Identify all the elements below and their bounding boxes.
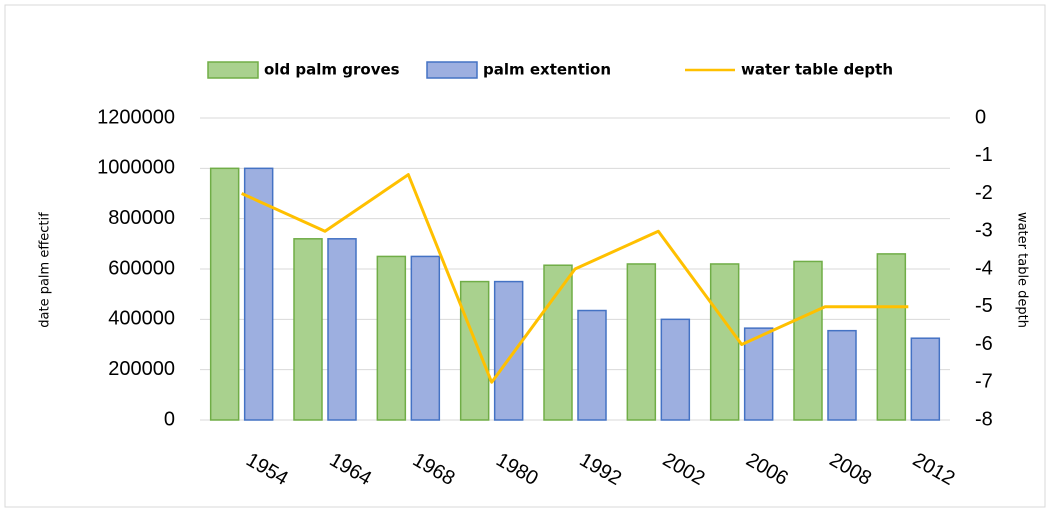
y2-tick-label: -3 [975, 220, 993, 242]
bar [327, 238, 357, 421]
chart-border [4, 4, 1046, 508]
y-tick-label: 0 [164, 408, 175, 430]
legend-label: water table depth [741, 61, 893, 79]
y2-tick-label: -5 [975, 295, 993, 317]
y2-tick-label: -2 [975, 182, 993, 204]
bar [827, 329, 857, 421]
bar [910, 337, 941, 421]
bar [493, 280, 524, 421]
bar [626, 263, 657, 421]
bar [577, 309, 607, 421]
y-tick-label: 200000 [108, 358, 175, 380]
y2-axis-label: water table depth [1015, 212, 1030, 328]
bar [543, 264, 573, 421]
bar [376, 255, 407, 421]
y-tick-label: 800000 [108, 207, 175, 229]
y2-tick-label: -4 [975, 257, 993, 279]
bar [209, 167, 240, 421]
y-tick-label: 400000 [108, 308, 175, 330]
bar [743, 327, 774, 421]
bar [243, 167, 274, 421]
bar [876, 253, 907, 421]
y-axis-label: date palm effectif [38, 212, 53, 328]
bar [293, 238, 323, 421]
bar [709, 263, 740, 421]
legend-swatch [426, 61, 478, 79]
legend-label: old palm groves [264, 61, 400, 79]
legend-label: palm extention [483, 61, 611, 79]
bar [793, 260, 823, 421]
y2-tick-label: -7 [975, 371, 993, 393]
y2-tick-label: -6 [975, 333, 993, 355]
bar [410, 255, 441, 421]
y2-tick-label: -8 [975, 408, 993, 430]
y-tick-label: 600000 [108, 257, 175, 279]
legend-swatch [207, 61, 259, 79]
line [241, 173, 909, 384]
bar [459, 280, 490, 421]
y2-tick-label: -1 [975, 144, 993, 166]
y2-tick-label: 0 [975, 106, 986, 128]
bar [660, 318, 691, 421]
y-tick-label: 1200000 [97, 106, 175, 128]
y-tick-label: 1000000 [97, 157, 175, 179]
